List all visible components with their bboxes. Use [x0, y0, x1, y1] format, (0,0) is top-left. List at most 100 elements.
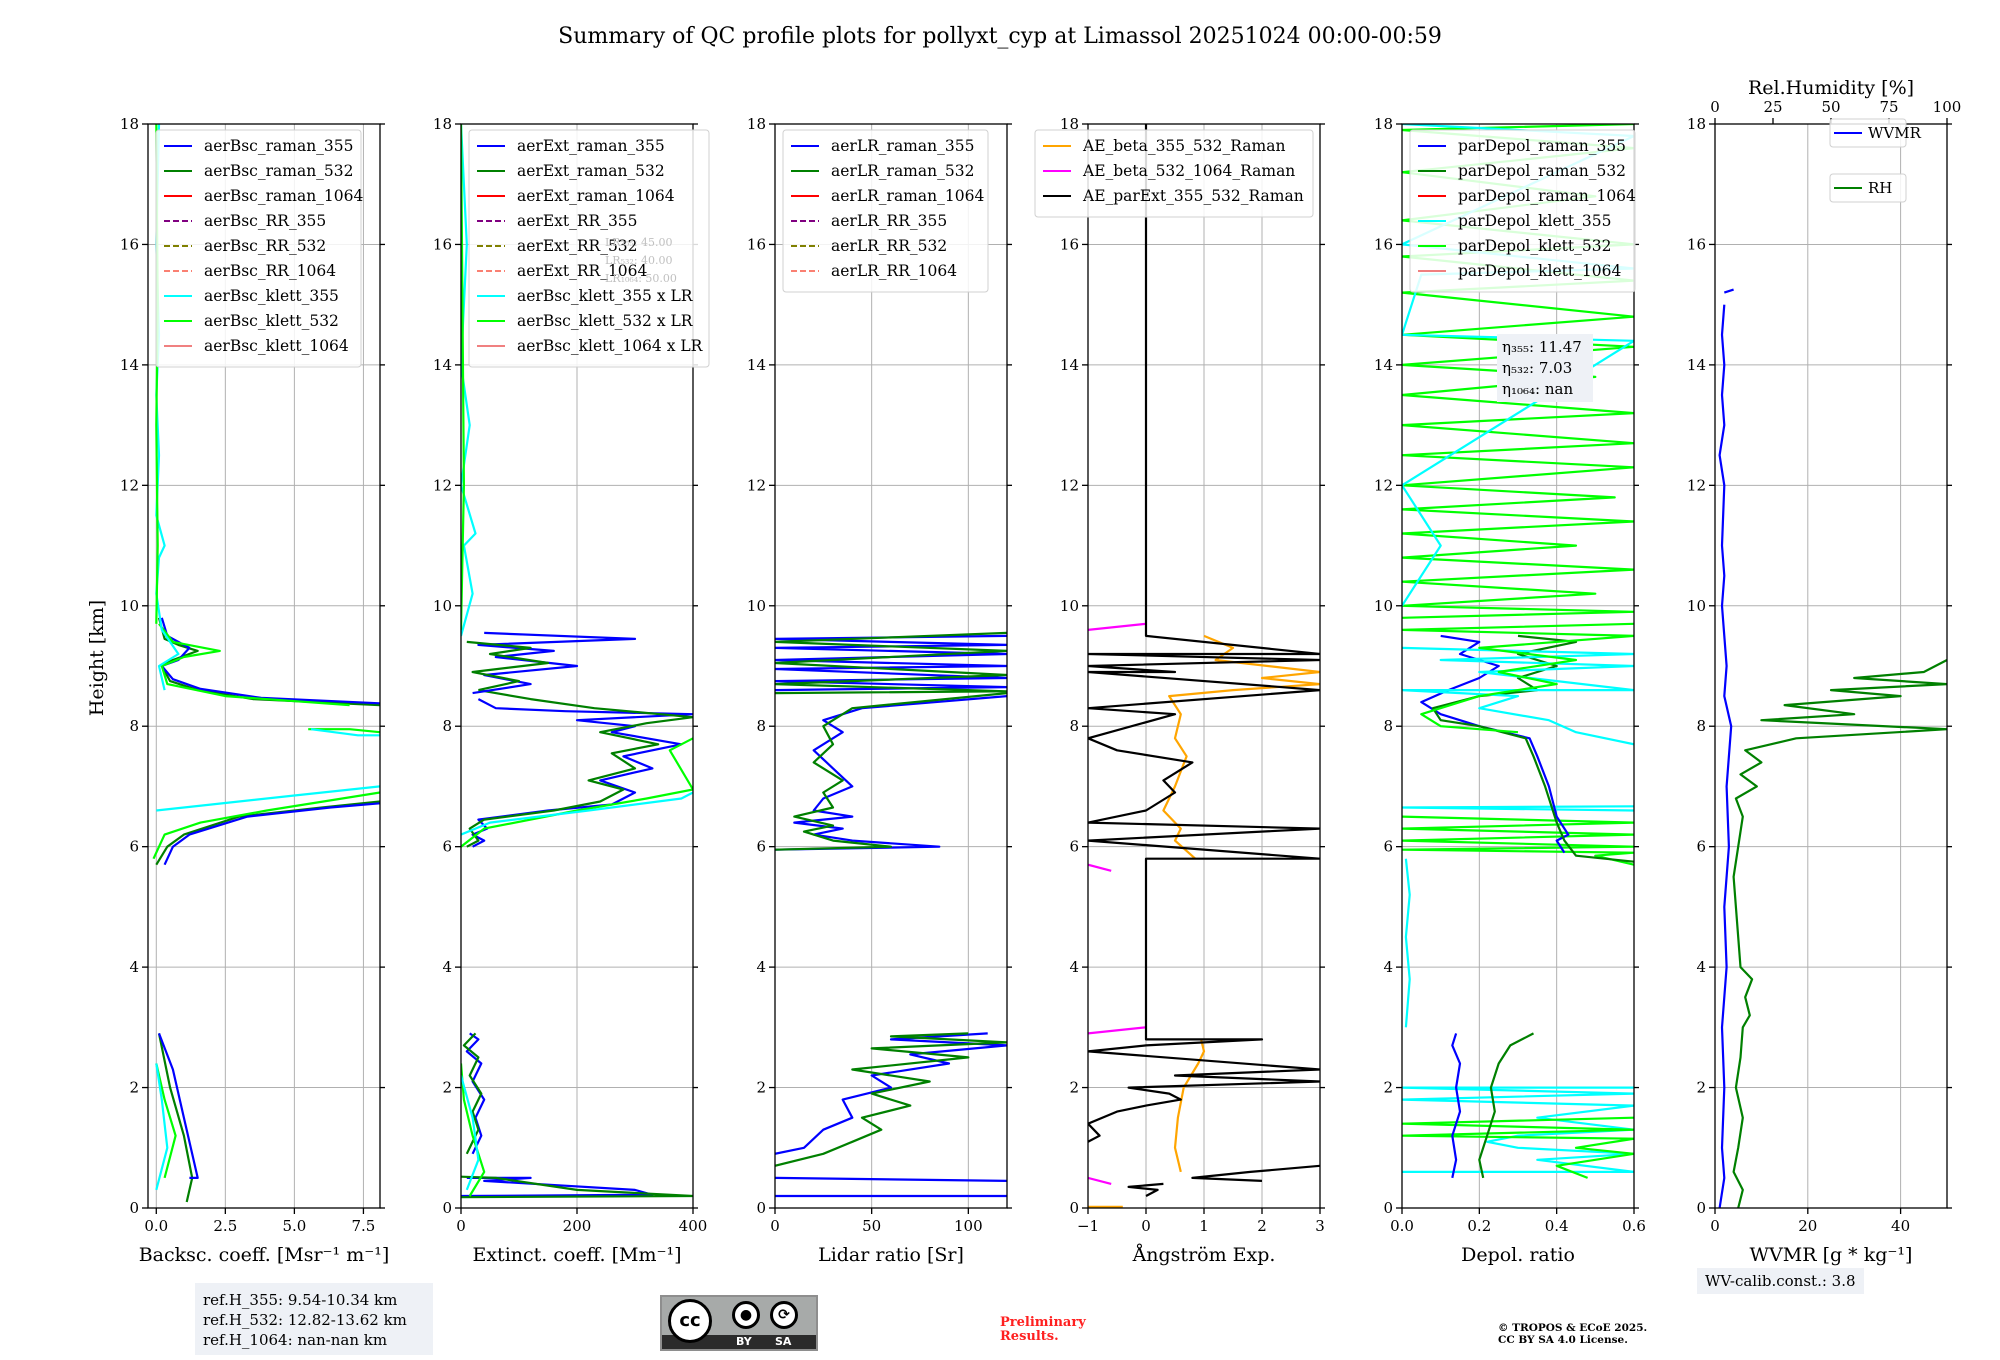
preliminary-line-2: Results. [1000, 1329, 1059, 1344]
x-tick-label: 0.0 [144, 1217, 168, 1235]
x-tick-label: 400 [679, 1217, 708, 1235]
x-tick-label: 1 [1199, 1217, 1209, 1235]
preliminary-line-1: Preliminary [1000, 1315, 1086, 1330]
series-RH [1732, 659, 1947, 1208]
series-aerBsc_raman_532 [157, 1033, 194, 1203]
y-tick-label: 8 [1069, 717, 1079, 735]
legend-label: RH [1868, 179, 1892, 197]
y-tick-label: 16 [1060, 235, 1079, 253]
y-tick-label: 10 [747, 597, 766, 615]
y-tick-label: 10 [433, 597, 452, 615]
y-axis-label: Height [km] [86, 600, 108, 716]
top-x-tick-label: 50 [1821, 98, 1840, 116]
x-tick-label: 2 [1257, 1217, 1267, 1235]
series-aerBsc_klett_355 x LR [461, 791, 693, 836]
y-tick-label: 18 [1060, 115, 1079, 133]
legend-label: AE_beta_532_1064_Raman [1082, 162, 1295, 180]
copyright-note: © TROPOS & ECoE 2025. CC BY SA 4.0 Licen… [1498, 1322, 1647, 1346]
series-aerBsc_klett_532 [152, 791, 380, 860]
eta-label: η₃₅₅: 11.47 [1502, 338, 1582, 356]
axes-frame [147, 123, 381, 1209]
series-parDepol_raman_532 [1478, 1032, 1535, 1179]
legend-label: aerBsc_raman_532 [204, 162, 354, 180]
y-tick-label: 12 [1060, 476, 1079, 494]
y-tick-label: 2 [1696, 1079, 1706, 1097]
y-tick-label: 14 [1374, 356, 1393, 374]
series-WVMR [1718, 304, 1733, 1208]
cc-icon: cc [668, 1299, 712, 1343]
x-tick-label: 5.0 [282, 1217, 306, 1235]
y-tick-label: 12 [747, 476, 766, 494]
ref-height-532: ref.H_532: 12.82-13.62 km [203, 1311, 407, 1329]
y-tick-label: 8 [129, 717, 139, 735]
y-tick-label: 14 [747, 356, 766, 374]
legend-label: aerBsc_klett_532 x LR [517, 312, 694, 330]
y-tick-label: 6 [1069, 838, 1079, 856]
y-tick-label: 0 [1696, 1199, 1706, 1217]
y-tick-label: 0 [756, 1199, 766, 1217]
series-aerLR_raman_355 [775, 1176, 1007, 1182]
top-x-tick-label: 0 [1710, 98, 1720, 116]
x-tick-label: 50 [862, 1217, 881, 1235]
x-tick-label: 100 [954, 1217, 983, 1235]
legend-label: aerLR_raman_355 [831, 137, 974, 155]
x-axis-label: Extinct. coeff. [Mm⁻¹] [472, 1244, 681, 1266]
legend-label: aerExt_raman_532 [517, 162, 665, 180]
x-axis-label: Backsc. coeff. [Msr⁻¹ m⁻¹] [139, 1244, 390, 1266]
y-tick-label: 2 [1069, 1079, 1079, 1097]
legend-box [1829, 118, 1907, 148]
lr-label: LR₁₀₆₄: 50.00 [605, 272, 677, 285]
figure-title: Summary of QC profile plots for pollyxt_… [558, 24, 1442, 49]
series-parDepol_raman_532 [1431, 634, 1634, 863]
top-x-axis-label: Rel.Humidity [%] [1748, 77, 1914, 99]
y-tick-label: 0 [1383, 1199, 1393, 1217]
y-tick-label: 10 [1687, 597, 1706, 615]
legend-label: aerBsc_RR_355 [204, 212, 326, 230]
series-aerBsc_klett_532 [158, 623, 350, 707]
top-x-tick-label: 75 [1879, 98, 1898, 116]
legend-label: aerExt_RR_532 [517, 237, 638, 255]
series-aerExt_raman_355 [472, 631, 637, 695]
top-x-tick-label: 100 [1933, 98, 1962, 116]
y-tick-label: 10 [1374, 597, 1393, 615]
y-tick-label: 8 [1383, 717, 1393, 735]
series-aerBsc_raman_355 [163, 802, 380, 866]
series-aerBsc_klett_532 x LR [461, 124, 465, 630]
series-aerBsc_klett_355 [155, 1063, 169, 1191]
y-tick-label: 2 [129, 1079, 139, 1097]
y-tick-label: 4 [1383, 958, 1393, 976]
legend-label: aerBsc_RR_1064 [204, 262, 336, 280]
axes-frame [774, 123, 1008, 1209]
x-axis-label: WVMR [g * kg⁻¹] [1750, 1244, 1913, 1266]
legend-label: aerExt_RR_1064 [517, 262, 648, 280]
x-tick-label: 200 [563, 1217, 592, 1235]
x-tick-label: 0 [1141, 1217, 1151, 1235]
y-tick-label: 4 [442, 958, 452, 976]
series-AE_parExt_355_532_Raman [1088, 124, 1320, 1143]
legend-label: aerLR_raman_1064 [831, 187, 984, 205]
legend-label: aerBsc_raman_1064 [204, 187, 364, 205]
legend-label: aerLR_RR_355 [831, 212, 947, 230]
series-aerBsc_klett_355 x LR [461, 124, 477, 637]
preliminary-note: Preliminary Results. [1000, 1316, 1086, 1344]
y-tick-label: 4 [1069, 958, 1079, 976]
legend-label: aerLR_RR_532 [831, 237, 947, 255]
y-tick-label: 16 [1687, 235, 1706, 253]
series-aerBsc_klett_355 [156, 785, 380, 812]
series-AE_beta_355_532_Raman [1173, 1039, 1206, 1173]
legend-label: aerBsc_raman_355 [204, 137, 354, 155]
y-tick-label: 12 [120, 476, 139, 494]
ref-height-1064: ref.H_1064: nan-nan km [203, 1331, 388, 1349]
y-tick-label: 16 [120, 235, 139, 253]
series-group [1088, 124, 1320, 1208]
legend-label: aerLR_RR_1064 [831, 262, 957, 280]
legend-label: parDepol_raman_355 [1458, 137, 1626, 155]
legend-label: aerBsc_klett_1064 x LR [517, 337, 704, 355]
x-tick-label: 0.2 [1467, 1217, 1491, 1235]
legend-label: parDepol_raman_532 [1458, 162, 1626, 180]
series-AE_beta_532_1064_Raman [1088, 863, 1112, 872]
y-tick-label: 2 [756, 1079, 766, 1097]
legend-label: aerExt_raman_355 [517, 137, 665, 155]
